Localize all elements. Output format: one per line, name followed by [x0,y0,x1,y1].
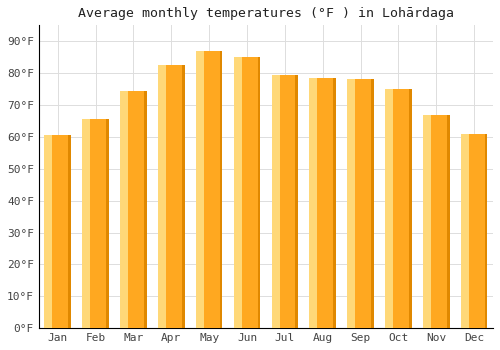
Bar [204,51,220,328]
Bar [272,75,280,328]
Bar [106,119,109,328]
Bar [318,78,334,328]
Bar [158,65,184,328]
Bar [409,89,412,328]
Bar [258,57,260,328]
Bar [431,114,447,328]
Bar [310,78,318,328]
Bar [469,134,484,328]
Bar [242,57,258,328]
Bar [44,135,52,328]
Bar [90,119,106,328]
Bar [348,79,356,328]
Bar [120,91,128,328]
Bar [461,134,469,328]
Bar [144,91,146,328]
Bar [334,78,336,328]
Title: Average monthly temperatures (°F ) in Lohārdaga: Average monthly temperatures (°F ) in Lo… [78,7,454,20]
Bar [272,75,298,328]
Bar [393,89,409,328]
Bar [310,78,336,328]
Bar [348,79,374,328]
Bar [423,114,450,328]
Bar [447,114,450,328]
Bar [82,119,90,328]
Bar [234,57,260,328]
Bar [371,79,374,328]
Bar [220,51,222,328]
Bar [356,79,371,328]
Bar [166,65,182,328]
Bar [385,89,411,328]
Bar [52,135,68,328]
Bar [158,65,166,328]
Bar [461,134,487,328]
Bar [296,75,298,328]
Bar [128,91,144,328]
Bar [82,119,109,328]
Bar [68,135,71,328]
Bar [234,57,241,328]
Bar [182,65,184,328]
Bar [385,89,393,328]
Bar [423,114,431,328]
Bar [280,75,295,328]
Bar [196,51,204,328]
Bar [120,91,146,328]
Bar [484,134,488,328]
Bar [44,135,71,328]
Bar [196,51,222,328]
